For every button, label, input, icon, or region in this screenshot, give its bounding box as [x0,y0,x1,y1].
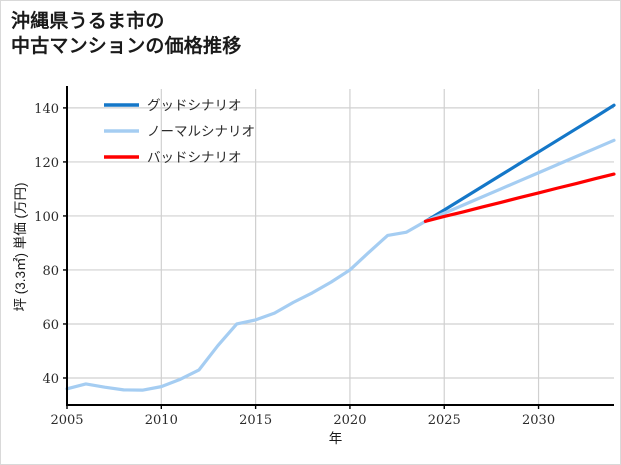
plot-area [67,89,614,405]
series-line-グッドシナリオ [423,103,616,223]
x-tick-label: 2015 [239,413,272,428]
series-line-ノーマルシナリオ [65,138,616,392]
x-tick-label: 2020 [333,413,366,428]
y-tick-label: 80 [42,264,59,279]
title-line-1: 沖縄県うるま市の [11,11,165,32]
title-line-2: 中古マンションの価格推移 [11,36,242,57]
y-tick-label: 140 [34,102,59,117]
x-tick-label: 2025 [428,413,461,428]
page-title: 沖縄県うるま市の 中古マンションの価格推移 [11,9,571,59]
legend-label-ノーマルシナリオ: ノーマルシナリオ [147,124,255,139]
x-axis-title: 年 [329,431,343,446]
legend-label-グッドシナリオ: グッドシナリオ [147,98,242,113]
y-tick-label: 60 [42,318,59,333]
x-tick-label: 2010 [145,413,178,428]
y-tick-label: 40 [42,372,59,387]
x-tick-label: 2005 [50,413,83,428]
legend-label-バッドシナリオ: バッドシナリオ [147,150,242,165]
y-tick-label: 100 [34,210,59,225]
series-line-バッドシナリオ [423,172,616,223]
x-tick-label: 2030 [522,413,555,428]
y-axis-title: 坪 (3.3㎡) 単価 (万円) [13,182,28,311]
y-tick-label: 120 [34,156,59,171]
